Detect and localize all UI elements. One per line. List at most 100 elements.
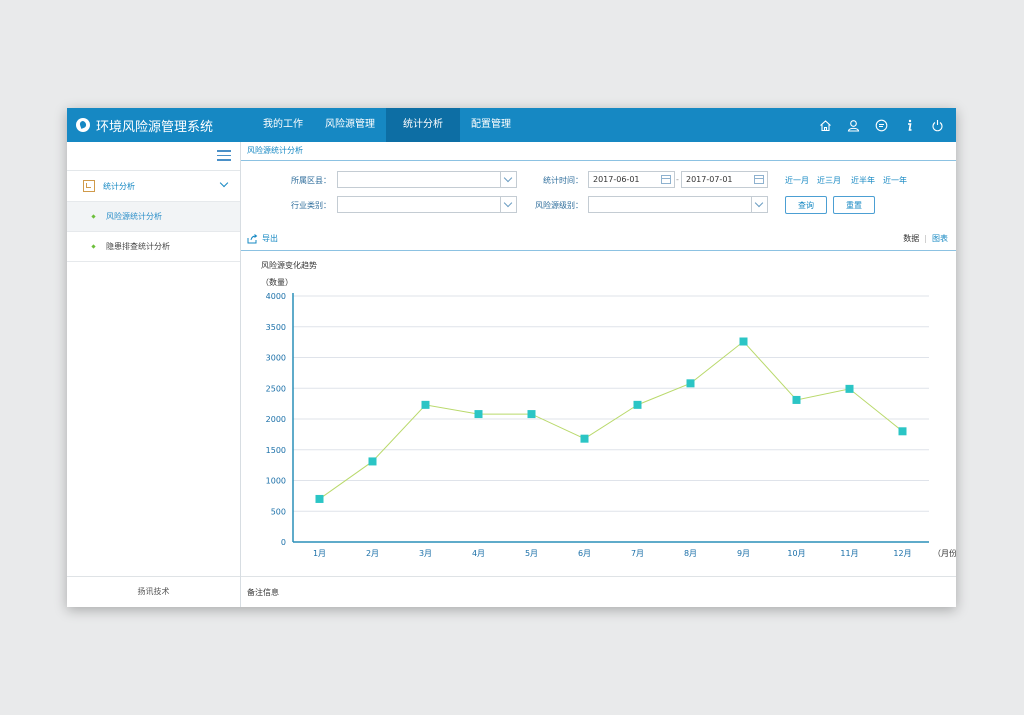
sidebar-group-statistics[interactable]: 统计分析 bbox=[67, 171, 240, 202]
chevron-down-icon[interactable] bbox=[500, 197, 516, 212]
sidebar-item-hazard-statistics[interactable]: 隐患排查统计分析 bbox=[67, 232, 240, 262]
x-tick-label: 5月 bbox=[525, 549, 538, 558]
quick-range-three-months[interactable]: 近三月 bbox=[817, 176, 841, 185]
x-tick-label: 8月 bbox=[684, 549, 697, 558]
x-tick-label: 4月 bbox=[472, 549, 485, 558]
sidebar-group-label: 统计分析 bbox=[103, 181, 135, 191]
level-label: 风险源级别： bbox=[535, 201, 583, 210]
tab-chart[interactable]: 图表 bbox=[932, 234, 948, 243]
bullet-icon bbox=[91, 244, 96, 249]
sidebar-item-label: 风险源统计分析 bbox=[106, 212, 162, 221]
data-point-marker bbox=[739, 337, 748, 346]
y-tick-label: 2000 bbox=[266, 415, 286, 424]
breadcrumb: 风险源统计分析 bbox=[241, 142, 956, 161]
quick-range-one-month[interactable]: 近一月 bbox=[785, 176, 809, 185]
y-tick-label: 1500 bbox=[266, 446, 286, 455]
y-tick-label: 4000 bbox=[266, 292, 286, 301]
chart-title: 风险源变化趋势 bbox=[261, 261, 317, 270]
bullet-icon bbox=[91, 214, 96, 219]
app-logo-icon bbox=[76, 118, 90, 132]
date-separator: - bbox=[676, 175, 679, 184]
x-tick-label: 2月 bbox=[366, 549, 379, 558]
app-brand[interactable]: 环境风险源管理系统 bbox=[76, 108, 213, 142]
data-point-marker bbox=[315, 494, 324, 503]
date-from-value: 2017-06-01 bbox=[593, 175, 640, 184]
y-axis-unit-label: （数量） bbox=[261, 278, 293, 287]
main-content: 风险源统计分析 所属区县： 行业类别： 统计时间： 2017-06-01 - 2… bbox=[241, 142, 956, 607]
data-point-marker bbox=[368, 457, 377, 466]
x-tick-label: 12月 bbox=[893, 549, 911, 558]
data-point-marker bbox=[898, 427, 907, 436]
chevron-down-icon[interactable] bbox=[500, 172, 516, 187]
calendar-icon[interactable] bbox=[661, 175, 671, 184]
sidebar-item-label: 隐患排查统计分析 bbox=[106, 242, 170, 251]
note-bar: 备注信息 bbox=[241, 576, 956, 607]
message-icon[interactable] bbox=[867, 119, 895, 132]
sidebar-toggle-row bbox=[67, 142, 240, 171]
nav-item-risk-source-management[interactable]: 风险源管理 bbox=[325, 119, 375, 130]
nav-item-my-work[interactable]: 我的工作 bbox=[263, 119, 303, 130]
data-point-marker bbox=[686, 379, 695, 388]
x-axis-unit-label: （月份） bbox=[933, 548, 956, 558]
industry-label: 行业类别： bbox=[291, 201, 331, 210]
sidebar: 统计分析 风险源统计分析 隐患排查统计分析 扬讯技术 bbox=[67, 142, 241, 607]
x-tick-label: 1月 bbox=[313, 549, 326, 558]
data-point-marker bbox=[845, 384, 854, 393]
sidebar-item-risk-source-statistics[interactable]: 风险源统计分析 bbox=[67, 202, 240, 232]
nav-item-statistics[interactable]: 统计分析 bbox=[386, 108, 460, 142]
chevron-down-icon[interactable] bbox=[751, 197, 767, 212]
menu-toggle-icon[interactable] bbox=[217, 150, 231, 161]
toolbar-divider bbox=[241, 250, 956, 251]
quick-range-half-year[interactable]: 近半年 bbox=[851, 176, 875, 185]
app-title: 环境风险源管理系统 bbox=[96, 119, 214, 135]
date-from-input[interactable]: 2017-06-01 bbox=[588, 171, 675, 188]
nav-item-configuration[interactable]: 配置管理 bbox=[471, 119, 511, 130]
data-point-marker bbox=[527, 410, 536, 419]
note-label: 备注信息 bbox=[247, 588, 279, 597]
level-select[interactable] bbox=[588, 196, 768, 213]
top-icon-bar bbox=[811, 108, 951, 142]
calendar-icon[interactable] bbox=[754, 175, 764, 184]
info-icon[interactable] bbox=[895, 119, 923, 132]
export-button[interactable]: 导出 bbox=[247, 233, 278, 244]
y-tick-label: 3500 bbox=[266, 323, 286, 332]
home-icon[interactable] bbox=[811, 119, 839, 132]
date-to-input[interactable]: 2017-07-01 bbox=[681, 171, 768, 188]
chart-report-icon bbox=[83, 180, 95, 192]
x-tick-label: 6月 bbox=[578, 549, 591, 558]
data-point-marker bbox=[580, 434, 589, 443]
y-tick-label: 1000 bbox=[266, 477, 286, 486]
industry-select[interactable] bbox=[337, 196, 517, 213]
sidebar-footer: 扬讯技术 bbox=[67, 576, 240, 607]
query-button[interactable]: 查询 bbox=[785, 196, 827, 214]
view-tabs: 数据 | 图表 bbox=[903, 233, 948, 244]
data-point-marker bbox=[792, 395, 801, 404]
main-nav: 我的工作 风险源管理 统计分析 配置管理 bbox=[252, 108, 522, 142]
date-to-value: 2017-07-01 bbox=[686, 175, 733, 184]
reset-button[interactable]: 重置 bbox=[833, 196, 875, 214]
x-tick-label: 7月 bbox=[631, 549, 644, 558]
time-label: 统计时间： bbox=[543, 176, 583, 185]
y-tick-label: 3000 bbox=[266, 354, 286, 363]
quick-range-one-year[interactable]: 近一年 bbox=[883, 176, 907, 185]
data-point-marker bbox=[421, 400, 430, 409]
x-tick-label: 11月 bbox=[840, 549, 858, 558]
x-tick-label: 9月 bbox=[737, 549, 750, 558]
y-tick-label: 0 bbox=[281, 538, 286, 547]
export-label: 导出 bbox=[262, 234, 278, 243]
x-tick-label: 3月 bbox=[419, 549, 432, 558]
series-line bbox=[319, 340, 903, 500]
tab-data[interactable]: 数据 bbox=[903, 234, 920, 243]
trend-line-chart: 0 500 1000 1500 2000 2500 3000 3500 4000 1月 2月 3月 4月… bbox=[266, 292, 956, 558]
chevron-down-icon bbox=[219, 178, 229, 188]
region-select[interactable] bbox=[337, 171, 517, 188]
tab-divider: | bbox=[924, 234, 927, 243]
y-tick-label: 2500 bbox=[266, 384, 286, 393]
app-window: 环境风险源管理系统 我的工作 风险源管理 统计分析 配置管理 bbox=[67, 108, 956, 607]
power-icon[interactable] bbox=[923, 119, 951, 132]
top-navigation-bar: 环境风险源管理系统 我的工作 风险源管理 统计分析 配置管理 bbox=[67, 108, 956, 142]
user-icon[interactable] bbox=[839, 119, 867, 132]
y-tick-label: 500 bbox=[271, 507, 286, 516]
x-tick-label: 10月 bbox=[787, 549, 805, 558]
export-icon bbox=[247, 233, 258, 243]
